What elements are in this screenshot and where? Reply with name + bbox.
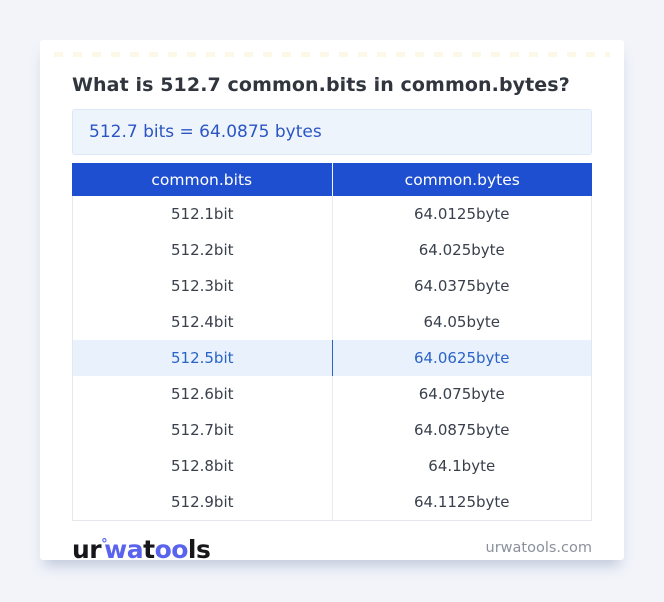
cell-bits: 512.7bit — [73, 412, 333, 448]
table-row[interactable]: 512.7bit 64.0875byte — [73, 412, 591, 448]
cell-bytes: 64.1125byte — [413, 493, 510, 511]
cell-bytes: 64.0375byte — [413, 277, 510, 295]
cell-bytes: 64.05byte — [423, 313, 500, 331]
cell-bits: 512.5bit — [73, 340, 333, 376]
cell-bits: 512.2bit — [73, 232, 333, 268]
urwatools-logo[interactable]: ur°watools — [72, 531, 211, 564]
table-header-bytes: common.bytes — [404, 170, 520, 189]
table-row[interactable]: 512.4bit 64.05byte — [73, 304, 591, 340]
cell-bytes: 64.025byte — [418, 241, 505, 259]
cell-bits: 512.8bit — [73, 448, 333, 484]
conversion-result-box: 512.7 bits = 64.0875 bytes — [72, 109, 592, 155]
cell-bits: 512.9bit — [73, 484, 333, 520]
table-header-row: common.bits common.bytes — [72, 163, 592, 196]
logo-segment: t — [143, 535, 155, 564]
table-row[interactable]: 512.9bit 64.1125byte — [73, 484, 591, 520]
cell-bits: 512.1bit — [73, 196, 333, 232]
cell-bytes: 64.0625byte — [413, 349, 510, 367]
page-title: What is 512.7 common.bits in common.byte… — [72, 74, 570, 96]
logo-segment: ur — [72, 535, 102, 564]
converter-card: What is 512.7 common.bits in common.byte… — [40, 40, 624, 564]
logo-segment: wa — [104, 535, 144, 564]
cell-bits: 512.3bit — [73, 268, 333, 304]
table-row[interactable]: 512.6bit 64.075byte — [73, 376, 591, 412]
conversion-result-text: 512.7 bits = 64.0875 bytes — [89, 122, 322, 142]
logo-segment: oo — [154, 535, 189, 564]
cell-bytes: 64.0125byte — [413, 205, 510, 223]
conversion-table: common.bits common.bytes 512.1bit 64.0125… — [72, 163, 592, 521]
table-row[interactable]: 512.5bit 64.0625byte — [73, 340, 591, 376]
cell-bytes: 64.075byte — [418, 385, 505, 403]
cell-bytes: 64.0875byte — [413, 421, 510, 439]
table-row[interactable]: 512.3bit 64.0375byte — [73, 268, 591, 304]
table-row[interactable]: 512.8bit 64.1byte — [73, 448, 591, 484]
logo-segment: ls — [187, 535, 211, 564]
cell-bits: 512.4bit — [73, 304, 333, 340]
logo-ring-icon: ° — [101, 537, 108, 552]
cell-bits: 512.6bit — [73, 376, 333, 412]
table-body: 512.1bit 64.0125byte 512.2bit 64.025byte 512… — [73, 196, 591, 520]
table-row[interactable]: 512.1bit 64.0125byte — [73, 196, 591, 232]
table-header-bits: common.bits — [72, 163, 333, 196]
card-footer: ur°watools urwatools.com — [72, 531, 592, 564]
table-row[interactable]: 512.2bit 64.025byte — [73, 232, 591, 268]
decorative-dashes — [54, 52, 610, 57]
footer-domain-text[interactable]: urwatools.com — [485, 539, 592, 556]
cell-bytes: 64.1byte — [428, 457, 496, 475]
